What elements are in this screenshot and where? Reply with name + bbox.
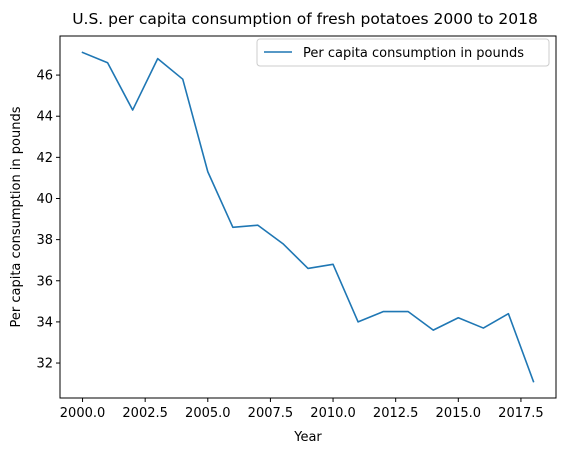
y-tick-label: 46 [36,69,53,84]
x-tick-label: 2002.5 [122,406,168,421]
y-tick-label: 42 [36,151,53,166]
x-tick-label: 2017.5 [498,406,544,421]
plot-area [81,51,535,383]
y-axis: 32 34 36 38 40 42 44 46 [36,69,60,372]
x-tick-label: 2005.0 [185,406,231,421]
legend-label: Per capita consumption in pounds [303,46,524,61]
x-tick-label: 2010.0 [310,406,356,421]
legend: Per capita consumption in pounds [256,38,550,67]
y-tick-label: 40 [36,192,53,207]
x-axis: 2000.0 2002.5 2005.0 2007.5 2010.0 2012.5 2015… [60,398,544,421]
y-tick-label: 34 [36,315,53,330]
x-axis-label: Year [293,430,322,445]
y-tick-label: 36 [36,274,53,289]
series-line [81,51,535,383]
x-tick-label: 2015.0 [436,406,482,421]
x-tick-label: 2007.5 [248,406,294,421]
y-axis-label: Per capita consumption in pounds [9,106,24,327]
x-tick-label: 2000.0 [60,406,106,421]
y-tick-label: 32 [36,357,53,372]
plot-frame [59,35,557,399]
chart-title: U.S. per capita consumption of fresh pot… [72,10,538,28]
x-tick-label: 2012.5 [373,406,419,421]
y-tick-label: 38 [36,233,53,248]
legend-box [256,38,550,67]
y-tick-label: 44 [36,110,53,125]
